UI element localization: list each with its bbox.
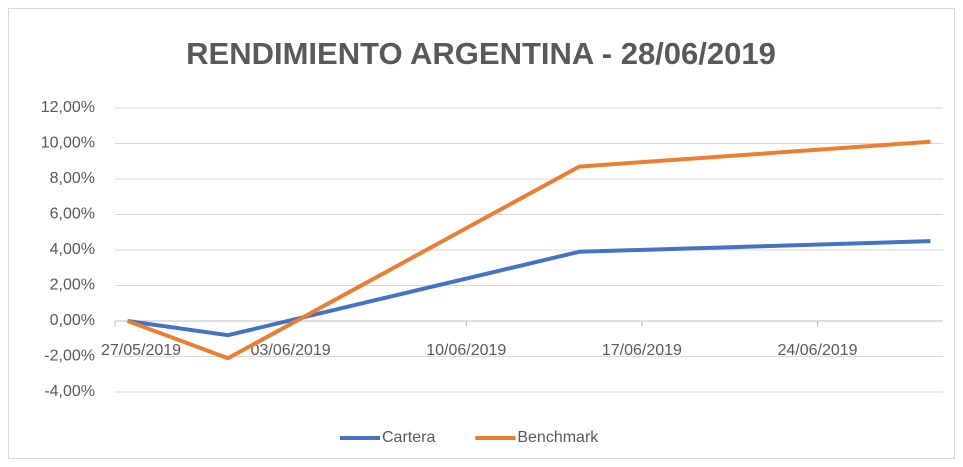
y-tick-label: 12,00% bbox=[41, 99, 95, 116]
y-tick-label: 0,00% bbox=[50, 312, 95, 329]
legend-label: Benchmark bbox=[517, 429, 599, 446]
x-tick-label: 03/06/2019 bbox=[251, 342, 331, 359]
y-tick-label: 8,00% bbox=[50, 170, 95, 187]
y-tick-label: -4,00% bbox=[44, 383, 95, 400]
chart-title: RENDIMIENTO ARGENTINA - 28/06/2019 bbox=[186, 36, 776, 71]
y-tick-label: 10,00% bbox=[41, 135, 95, 152]
x-tick-label: 17/06/2019 bbox=[602, 342, 682, 359]
legend-label: Cartera bbox=[382, 429, 435, 446]
x-tick-label: 24/06/2019 bbox=[778, 342, 858, 359]
line bbox=[127, 239, 931, 338]
line bbox=[126, 139, 931, 361]
y-tick-label: -2,00% bbox=[44, 348, 95, 365]
y-tick-label: 2,00% bbox=[50, 277, 95, 294]
x-tick-label: 10/06/2019 bbox=[426, 342, 506, 359]
y-tick-label: 4,00% bbox=[50, 241, 95, 258]
x-tick-label: 27/05/2019 bbox=[101, 342, 181, 359]
chart-border bbox=[8, 8, 955, 459]
y-tick-label: 6,00% bbox=[50, 206, 95, 223]
